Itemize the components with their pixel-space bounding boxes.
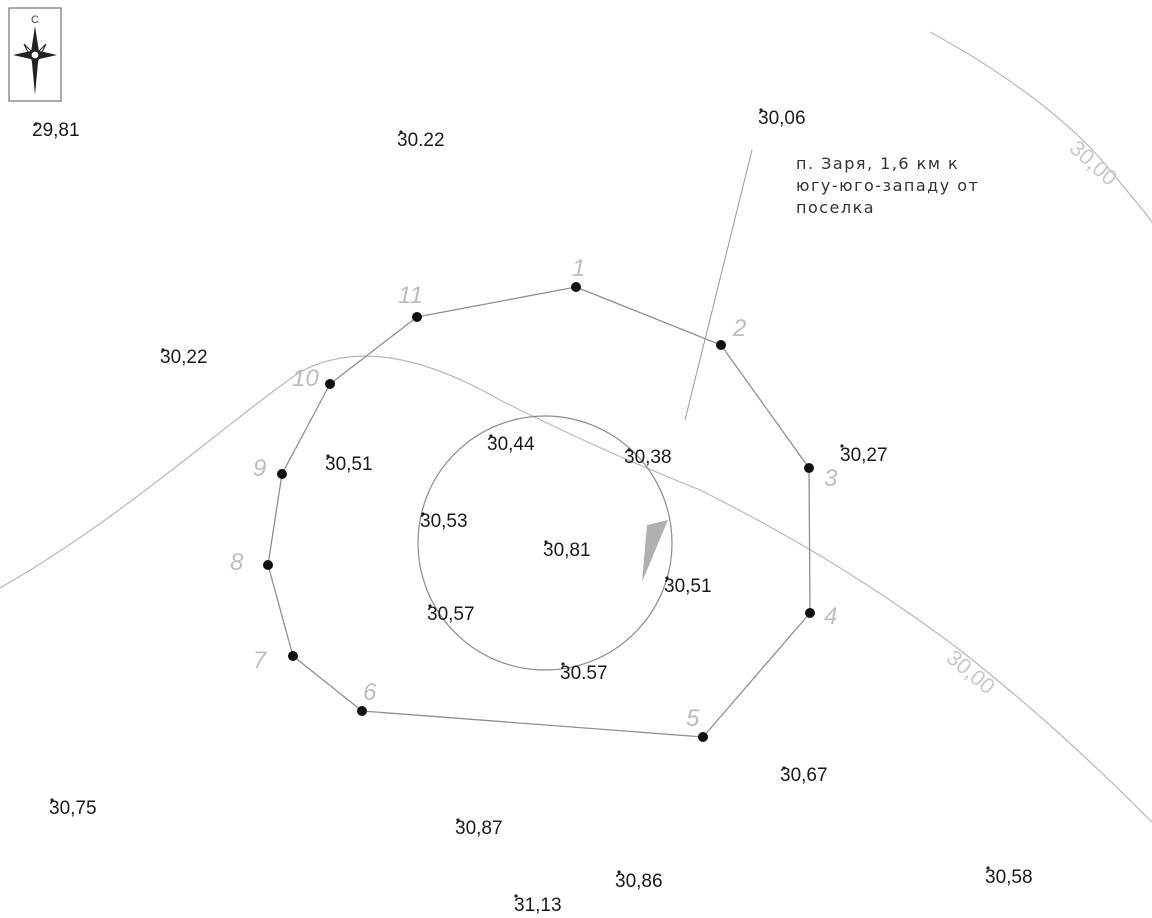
pointer-line	[684, 149, 753, 421]
vertex-point-2	[716, 340, 726, 350]
elevation-mark: 30,38	[624, 447, 672, 468]
elevation-value: 30,75	[49, 798, 97, 819]
triangle-marker	[642, 520, 668, 582]
vertex-label-10: 10	[292, 365, 319, 392]
compass: С	[8, 7, 62, 102]
elevation-value: 30.22	[397, 130, 445, 151]
compass-north-letter: С	[31, 14, 39, 26]
elevation-mark: 30,75	[49, 798, 97, 819]
north-arrow-icon	[13, 26, 57, 95]
vertex-point-5	[698, 732, 708, 742]
elevation-mark: 30.22	[397, 130, 445, 151]
contour-label-ne: 30,00	[1065, 135, 1123, 190]
vertex-label-2: 2	[732, 315, 746, 342]
contour-label-se: 30,00	[942, 645, 1000, 700]
elevation-mark: 30,57	[427, 604, 475, 625]
elevation-value: 30,86	[615, 871, 663, 892]
elevation-value: 30,22	[160, 347, 208, 368]
boundary-polygon	[267, 286, 811, 738]
vertex-point-9	[277, 469, 287, 479]
elevation-value: 30,87	[455, 818, 503, 839]
vertex-point-10	[325, 379, 335, 389]
elevation-value: 30,58	[985, 867, 1033, 888]
vertex-point-11	[412, 312, 422, 322]
vertex-point-6	[357, 706, 367, 716]
elevation-mark: 30,67	[780, 765, 828, 786]
circle-zone	[417, 415, 673, 671]
elevation-mark: 30,22	[160, 347, 208, 368]
elevation-value: 30,81	[543, 540, 591, 561]
elevation-mark: 30,87	[455, 818, 503, 839]
elevation-mark: 30.57	[560, 662, 608, 684]
elevation-mark: 30,51	[325, 454, 373, 475]
elevation-marks: 29,81 30.22 30,06 30,22 30,51 30,44 30,3…	[32, 108, 1033, 916]
vertex-point-4	[805, 608, 815, 618]
elevation-value: 30,51	[325, 454, 373, 475]
vertex-label-4: 4	[824, 603, 837, 630]
elevation-mark: 30,51	[664, 576, 712, 597]
contour-line-west	[0, 355, 1152, 823]
elevation-mark: 29,81	[32, 120, 80, 141]
elevation-value: 31,13	[514, 895, 562, 916]
vertex-points	[263, 282, 815, 742]
vertex-point-8	[263, 560, 273, 570]
location-note: п. Заря, 1,6 км к югу-юго-западу от посе…	[796, 154, 979, 217]
elevation-mark: 30,27	[840, 444, 888, 466]
vertex-label-3: 3	[824, 465, 838, 492]
elevation-mark: 30,58	[985, 866, 1033, 888]
elevation-value: 30,44	[487, 434, 535, 455]
elevation-mark: 30,53	[420, 511, 468, 532]
note-line-1: п. Заря, 1,6 км к	[796, 154, 959, 173]
elevation-mark: 30,81	[543, 540, 591, 561]
vertex-label-6: 6	[363, 679, 377, 706]
elevation-mark: 30,06	[758, 108, 806, 129]
vertex-label-11: 11	[398, 282, 423, 309]
vertex-point-1	[571, 282, 581, 292]
elevation-value: 30,06	[758, 108, 806, 129]
elevation-value: 30,57	[427, 604, 475, 625]
vertex-label-7: 7	[253, 647, 268, 674]
vertex-point-3	[804, 463, 814, 473]
elevation-value: 30,27	[840, 445, 888, 466]
contour-line-northeast	[929, 31, 1152, 223]
vertex-label-9: 9	[253, 455, 266, 482]
note-line-2: югу-юго-западу от	[796, 176, 979, 195]
vertex-label-8: 8	[230, 549, 244, 576]
elevation-value: 30,38	[624, 447, 672, 468]
elevation-value: 30,67	[780, 765, 828, 786]
elevation-value: 30,51	[664, 576, 712, 597]
elevation-mark: 31,13	[514, 894, 562, 916]
note-line-3: поселка	[796, 198, 875, 217]
vertex-label-5: 5	[686, 705, 700, 732]
elevation-value: 30,53	[420, 511, 468, 532]
vertex-label-1: 1	[572, 255, 585, 282]
elevation-mark: 30,86	[615, 870, 663, 892]
elevation-value: 30.57	[560, 663, 608, 684]
vertex-labels: 1 2 3 4 5 6 7 8 9 10 11	[230, 255, 838, 732]
vertex-point-7	[288, 651, 298, 661]
elevation-value: 29,81	[32, 120, 80, 141]
elevation-mark: 30,44	[487, 434, 535, 455]
contour-lines	[0, 31, 1152, 823]
